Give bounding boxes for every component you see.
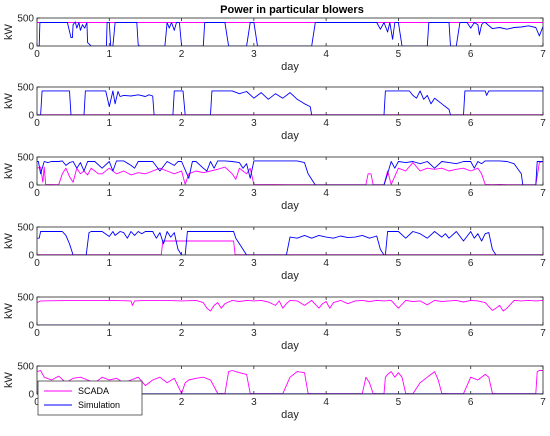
x-tick-label: 2 xyxy=(179,258,185,269)
y-tick-label: 0 xyxy=(28,181,34,192)
y-tick-label: 500 xyxy=(17,153,34,164)
chart-title: Power in particular blowers xyxy=(220,4,364,16)
x-tick-label: 4 xyxy=(323,188,329,199)
y-tick-label: 0 xyxy=(28,42,34,53)
y-axis-label: kW xyxy=(3,232,15,249)
x-axis-label: day xyxy=(281,409,299,421)
x-tick-label: 4 xyxy=(323,258,329,269)
axes-box xyxy=(36,17,544,47)
x-tick-label: 3 xyxy=(251,118,257,129)
x-tick-label: 7 xyxy=(540,188,546,199)
x-tick-label: 7 xyxy=(540,258,546,269)
x-tick-label: 0 xyxy=(34,328,40,339)
x-tick-label: 1 xyxy=(107,118,113,129)
x-tick-label: 2 xyxy=(179,328,185,339)
x-tick-label: 5 xyxy=(396,188,402,199)
x-tick-label: 0 xyxy=(34,258,40,269)
x-tick-label: 3 xyxy=(251,49,257,60)
y-axis-label: kW xyxy=(3,162,15,179)
subplot-5: 0 1 2 3 4 5 6 7 0 500 day kW xyxy=(3,293,546,353)
subplot-2: 0 1 2 3 4 5 6 7 0 500 day kW xyxy=(3,83,546,143)
axes-box xyxy=(36,86,544,116)
y-tick-label: 500 xyxy=(17,223,34,234)
legend-box xyxy=(37,380,143,416)
y-axis-label: kW xyxy=(3,23,15,40)
x-tick-label: 0 xyxy=(34,397,40,408)
x-tick-label: 7 xyxy=(540,328,546,339)
x-axis-label: day xyxy=(281,340,299,352)
x-tick-label: 6 xyxy=(468,397,474,408)
legend: SCADA Simulation xyxy=(37,380,143,416)
axes-box xyxy=(36,365,544,395)
x-tick-label: 3 xyxy=(251,397,257,408)
y-tick-label: 0 xyxy=(28,251,34,262)
axes-box xyxy=(36,156,544,186)
x-tick-label: 4 xyxy=(323,49,329,60)
x-tick-label: 5 xyxy=(396,49,402,60)
x-tick-label: 3 xyxy=(251,188,257,199)
legend-label-1: SCADA xyxy=(78,386,109,396)
x-tick-label: 7 xyxy=(540,118,546,129)
y-tick-label: 0 xyxy=(28,321,34,332)
x-tick-label: 6 xyxy=(468,188,474,199)
y-tick-label: 500 xyxy=(17,293,34,304)
y-axis-label: kW xyxy=(3,371,15,388)
x-tick-label: 7 xyxy=(540,397,546,408)
x-axis-label: day xyxy=(281,200,299,212)
series-scada-line xyxy=(37,161,543,185)
series-scada-line xyxy=(37,299,543,312)
y-axis-label: kW xyxy=(3,302,15,319)
series-simulation-line xyxy=(37,160,543,185)
x-tick-label: 6 xyxy=(468,118,474,129)
x-tick-label: 5 xyxy=(396,397,402,408)
y-tick-label: 500 xyxy=(17,14,34,25)
x-tick-label: 3 xyxy=(251,258,257,269)
x-tick-label: 6 xyxy=(468,258,474,269)
x-tick-label: 2 xyxy=(179,188,185,199)
axes-box xyxy=(36,226,544,256)
x-tick-label: 1 xyxy=(107,328,113,339)
x-tick-label: 2 xyxy=(179,49,185,60)
x-tick-label: 7 xyxy=(540,49,546,60)
x-axis-label: day xyxy=(281,61,299,73)
x-tick-label: 5 xyxy=(396,118,402,129)
x-tick-label: 4 xyxy=(323,328,329,339)
series-simulation-line xyxy=(37,21,543,46)
y-tick-label: 500 xyxy=(17,362,34,373)
x-tick-label: 6 xyxy=(468,328,474,339)
subplot-1: 0 1 2 3 4 5 6 7 0 500 day kW xyxy=(3,14,546,74)
x-tick-label: 4 xyxy=(323,118,329,129)
x-axis-label: day xyxy=(281,130,299,142)
x-tick-label: 1 xyxy=(107,188,113,199)
x-tick-label: 5 xyxy=(396,328,402,339)
x-tick-label: 6 xyxy=(468,49,474,60)
subplot-3: 0 1 2 3 4 5 6 7 0 500 day kW xyxy=(3,153,546,213)
x-tick-label: 3 xyxy=(251,328,257,339)
x-tick-label: 5 xyxy=(396,258,402,269)
axes-box xyxy=(36,296,544,326)
subplot-4: 0 1 2 3 4 5 6 7 0 500 day kW xyxy=(3,223,546,283)
y-tick-label: 0 xyxy=(28,390,34,401)
x-tick-label: 2 xyxy=(179,397,185,408)
series-simulation-line xyxy=(37,90,543,115)
x-tick-label: 2 xyxy=(179,118,185,129)
x-tick-label: 0 xyxy=(34,49,40,60)
y-tick-label: 0 xyxy=(28,111,34,122)
series-simulation-line xyxy=(37,231,543,255)
y-tick-label: 500 xyxy=(17,83,34,94)
y-axis-label: kW xyxy=(3,92,15,109)
x-tick-label: 1 xyxy=(107,49,113,60)
x-tick-label: 4 xyxy=(323,397,329,408)
x-tick-label: 1 xyxy=(107,258,113,269)
series-scada-line xyxy=(37,240,543,255)
x-axis-label: day xyxy=(281,270,299,282)
x-tick-label: 0 xyxy=(34,188,40,199)
legend-label-2: Simulation xyxy=(78,400,120,410)
x-tick-label: 0 xyxy=(34,118,40,129)
